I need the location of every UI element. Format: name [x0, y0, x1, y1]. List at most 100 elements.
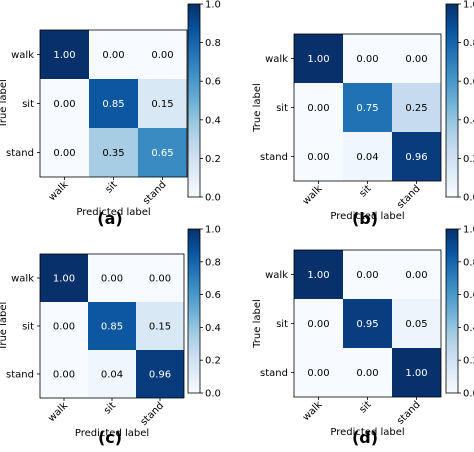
cell-value-label: 0.04: [101, 370, 123, 381]
cell-value-label: 0.15: [149, 322, 171, 333]
cell-stand-stand: [138, 128, 187, 177]
colorbar: [445, 3, 459, 198]
y-tick-label: stand: [6, 370, 34, 381]
cell-value-label: 0.85: [101, 322, 123, 333]
colorbar-tick-label: 0.4: [205, 115, 221, 126]
colorbar-tick-label: 1.0: [463, 225, 474, 236]
cell-value-label: 0.96: [405, 152, 427, 163]
y-tick-label: sit: [22, 322, 34, 333]
cell-value-label: 0.00: [356, 54, 378, 65]
y-tick-label: walk: [11, 50, 34, 61]
cell-sit-stand: [392, 299, 441, 348]
cell-stand-walk: [294, 348, 343, 397]
cell-value-label: 0.00: [53, 148, 75, 159]
cell-value-label: 0.15: [151, 99, 173, 110]
cell-value-label: 0.35: [102, 148, 124, 159]
y-tick-label: stand: [6, 148, 34, 159]
x-tick-label: sit: [102, 400, 118, 416]
x-tick-label: sit: [357, 183, 373, 199]
panel-label: (d): [352, 428, 378, 447]
x-tick-label: stand: [395, 399, 423, 427]
panel-label: (b): [352, 209, 378, 228]
y-tick-label: stand: [260, 368, 288, 379]
cell-stand-sit: [88, 350, 136, 398]
panel-label: (a): [97, 209, 122, 228]
cell-sit-stand: [136, 302, 184, 350]
cell-stand-stand: [392, 132, 441, 181]
cell-sit-walk: [294, 299, 343, 348]
cell-sit-stand: [392, 83, 441, 132]
colorbar-tick-label: 0.0: [463, 389, 474, 400]
cell-stand-sit: [343, 132, 392, 181]
colorbar-tick-label: 0.2: [205, 356, 221, 367]
colorbar-tick-label: 0.6: [205, 77, 221, 88]
colorbar-tick-label: 1.0: [205, 0, 221, 11]
cell-value-label: 0.00: [405, 54, 427, 65]
cell-value-label: 0.95: [356, 319, 378, 330]
cell-value-label: 0.00: [307, 319, 329, 330]
cell-stand-sit: [343, 348, 392, 397]
cell-sit-stand: [138, 79, 187, 128]
cell-value-label: 1.00: [53, 274, 75, 285]
colorbar-tick-label: 0.0: [463, 193, 474, 204]
x-axis-title: Predicted label: [330, 427, 404, 438]
x-tick-label: sit: [357, 399, 373, 415]
cell-walk-walk: [40, 254, 88, 302]
x-tick-label: sit: [103, 179, 119, 195]
panel-b: 1.00 0.00 0.00 0.00 0.75 0.25 0.00 0.04 0.96 walk…: [252, 0, 474, 228]
y-tick-label: walk: [11, 274, 34, 285]
cell-value-label: 0.00: [101, 274, 123, 285]
cell-walk-walk: [294, 250, 343, 299]
x-tick-label: walk: [46, 400, 70, 424]
colorbar-tick-label: 0.4: [463, 323, 474, 334]
x-tick-label: walk: [47, 179, 71, 203]
cell-sit-walk: [40, 302, 88, 350]
cell-sit-walk: [40, 79, 89, 128]
colorbar-tick-label: 0.6: [463, 77, 474, 88]
cell-value-label: 0.00: [151, 50, 173, 61]
cell-value-label: 0.00: [53, 99, 75, 110]
y-tick-label: walk: [265, 54, 288, 65]
cell-stand-stand: [136, 350, 184, 398]
cell-value-label: 1.00: [307, 270, 329, 281]
colorbar-tick-label: 0.4: [205, 323, 221, 334]
cell-value-label: 0.00: [356, 270, 378, 281]
cell-value-label: 0.00: [53, 370, 75, 381]
panel-label: (c): [98, 428, 122, 447]
colorbar-tick-label: 0.2: [463, 154, 474, 165]
x-tick-label: walk: [301, 399, 325, 423]
cell-value-label: 0.00: [307, 152, 329, 163]
colorbar-tick-label: 0.8: [463, 257, 474, 268]
x-axis-title: Predicted label: [75, 428, 149, 439]
x-tick-label: stand: [141, 179, 169, 207]
y-tick-label: walk: [265, 270, 288, 281]
cell-stand-walk: [294, 132, 343, 181]
colorbar-tick-label: 0.6: [205, 290, 221, 301]
cell-walk-sit: [89, 30, 138, 79]
cell-value-label: 0.00: [102, 50, 124, 61]
cell-value-label: 0.05: [405, 319, 427, 330]
y-tick-label: sit: [276, 319, 288, 330]
cell-value-label: 0.00: [149, 274, 171, 285]
cell-value-label: 0.00: [356, 368, 378, 379]
y-axis-title: True label: [0, 79, 9, 129]
cell-walk-stand: [392, 34, 441, 83]
cell-value-label: 0.00: [405, 270, 427, 281]
colorbar: [187, 228, 201, 394]
cell-value-label: 0.65: [151, 148, 173, 159]
x-tick-label: stand: [139, 400, 167, 428]
colorbar-tick-label: 0.0: [205, 389, 221, 400]
cell-walk-walk: [40, 30, 89, 79]
cell-sit-sit: [89, 79, 138, 128]
panel-d: 1.00 0.00 0.00 0.00 0.95 0.05 0.00 0.00 1.00 walk…: [252, 225, 474, 448]
cell-value-label: 0.25: [405, 103, 427, 114]
colorbar-tick-label: 0.2: [463, 356, 474, 367]
cell-walk-walk: [294, 34, 343, 83]
y-tick-label: sit: [22, 99, 34, 110]
cell-stand-stand: [392, 348, 441, 397]
colorbar-tick-label: 1.0: [463, 0, 474, 11]
colorbar-tick-label: 0.4: [463, 115, 474, 126]
colorbar-tick-label: 0.8: [205, 257, 221, 268]
colorbar-tick-label: 0.6: [463, 290, 474, 301]
cell-sit-sit: [343, 299, 392, 348]
